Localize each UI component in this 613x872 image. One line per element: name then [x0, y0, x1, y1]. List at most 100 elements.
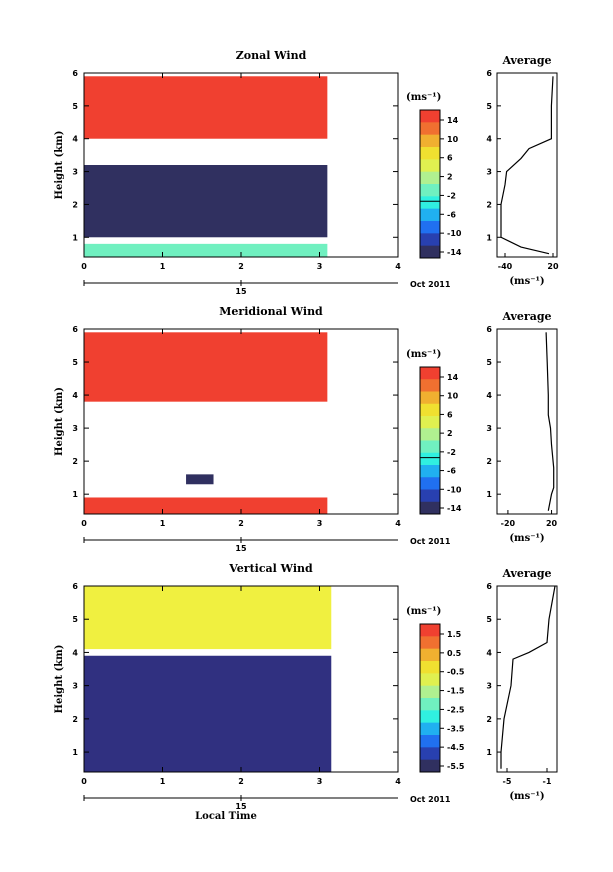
panel-1-field-layer-1: [84, 76, 328, 139]
panel-3-xtick-label-2: 2: [238, 777, 244, 786]
panel-2-colorbar-cell-4: [420, 403, 440, 417]
panel-2-title: Meridional Wind: [219, 305, 323, 318]
panel-1-average-ytick-label-1: 1: [486, 233, 492, 242]
panel-1-colorbar-cell-3: [420, 134, 440, 148]
panel-3-average-ytick-label-6: 6: [486, 582, 492, 591]
panel-3-colorbar-label-2: 0.5: [447, 649, 462, 658]
panel-3-xtick-label-1: 1: [160, 777, 166, 786]
panel-3-colorbar-cell-9: [420, 722, 440, 736]
panel-3-xtick-label-3: 3: [317, 777, 323, 786]
panel-1-date-tick-label: 15: [235, 287, 247, 296]
panel-1-average-ytick-label-4: 4: [486, 135, 492, 144]
panel-1-average-ytick-label-3: 3: [486, 168, 492, 177]
panel-2-colorbar-cell-7: [420, 440, 440, 454]
panel-3-colorbar-label-5: -2.5: [447, 705, 465, 714]
panel-2-average-ytick-label-2: 2: [486, 457, 492, 466]
panel-1-colorbar-label-4: 2: [447, 173, 453, 182]
panel-3-average-ytick-label-1: 1: [486, 748, 492, 757]
panel-2-colorbar-cell-12: [420, 501, 440, 515]
panel-3-xtick-label-0: 0: [81, 777, 87, 786]
panel-2-colorbar-cell-1: [420, 367, 440, 380]
panel-3-average-title: Average: [501, 567, 551, 580]
panel-1-average-xtick-label--40: -40: [498, 262, 513, 271]
panel-2-field-layer-1: [84, 332, 328, 402]
panel-3-colorbar-frame: [419, 623, 441, 773]
panel-1-ytick-label-3: 3: [72, 168, 78, 177]
panel-1-colorbar-frame: [419, 109, 441, 259]
panel-2-xtick-label-2: 2: [238, 519, 244, 528]
panel-2-xtick-label-4: 4: [395, 519, 401, 528]
panel-2-average-ytick-label-6: 6: [486, 325, 492, 334]
panel-1-ytick-label-6: 6: [72, 69, 78, 78]
panel-2-ytick-label-6: 6: [72, 325, 78, 334]
panel-1-colorbar-label-2: 10: [447, 135, 459, 144]
panel-3-average-xlabel: (ms⁻¹): [509, 791, 544, 802]
panel-3-average-xtick-label--1: -1: [543, 777, 552, 786]
panel-1-average-ytick-label-6: 6: [486, 69, 492, 78]
panel-2-colorbar-label-3: 6: [447, 410, 453, 419]
panel-3-colorbar-label-8: -5.5: [447, 762, 465, 771]
panel-3-colorbar-cell-7: [420, 698, 440, 711]
panel-2-colorbar-label-4: 2: [447, 429, 453, 438]
panel-1-colorbar-cell-8: [420, 196, 440, 210]
panel-1-colorbar-cell-7: [420, 184, 440, 197]
panel-3-average-profile: [500, 585, 556, 769]
panel-1-ytick-label-1: 1: [72, 233, 78, 242]
panel-2-colorbar-label-6: -6: [447, 467, 456, 476]
panel-3-ytick-label-2: 2: [72, 715, 78, 724]
panel-3-colorbar-label-4: -1.5: [447, 687, 465, 696]
panel-3-date-label: Oct 2011: [410, 795, 451, 804]
panel-2-xtick-label-0: 0: [81, 519, 87, 528]
panel-2-field-layer-3: [84, 497, 328, 514]
panel-3-xtick-label-4: 4: [395, 777, 401, 786]
panel-3-colorbar-label-6: -3.5: [447, 724, 465, 733]
panel-2-colorbar-label-2: 10: [447, 392, 459, 401]
panel-2-ylabel: Height (km): [54, 387, 65, 456]
panel-2-colorbar-cell-6: [420, 428, 440, 441]
panel-2-average-ytick-label-1: 1: [486, 490, 492, 499]
panel-2-xtick-label-3: 3: [317, 519, 323, 528]
panel-3-colorbar-label-1: 1.5: [447, 630, 462, 639]
panel-2-ytick-label-2: 2: [72, 457, 78, 466]
panel-3-title: Vertical Wind: [228, 562, 313, 575]
panel-3-colorbar-cell-6: [420, 685, 440, 699]
panel-1-colorbar-cell-4: [420, 147, 440, 160]
panel-1-colorbar-cell-5: [420, 159, 440, 173]
panel-2-colorbar-cell-8: [420, 452, 440, 466]
panel-3-xlabel: Local Time: [195, 811, 257, 822]
panel-2-colorbar-frame: [419, 366, 441, 515]
panel-2-colorbar-cell-3: [420, 391, 440, 405]
panel-1-average-profile: [500, 76, 554, 255]
panel-3-colorbar-cell-8: [420, 710, 440, 724]
panel-3-average-ytick-label-4: 4: [486, 648, 492, 657]
panel-3-colorbar-cell-10: [420, 735, 440, 748]
panel-3-colorbar-label-3: -0.5: [447, 668, 465, 677]
panel-2-average-xtick-label--20: -20: [501, 519, 516, 528]
panel-1-colorbar-cell-6: [420, 171, 440, 185]
panel-2-ytick-label-3: 3: [72, 424, 78, 433]
panel-3-ytick-label-4: 4: [72, 648, 78, 657]
panel-1-field-layer-3: [84, 243, 328, 257]
panel-2-average-xlabel: (ms⁻¹): [509, 533, 544, 544]
panel-3-average-ytick-label-2: 2: [486, 715, 492, 724]
panel-2-colorbar-cell-2: [420, 379, 440, 392]
panel-1-average-title: Average: [501, 54, 551, 67]
panel-1-average-xlabel: (ms⁻¹): [509, 276, 544, 287]
panel-1-average-xtick-label-20: 20: [547, 262, 559, 271]
panel-3-colorbar-label-7: -4.5: [447, 743, 465, 752]
panel-3-ylabel: Height (km): [54, 645, 65, 714]
panel-3-average-frame: [496, 585, 558, 773]
panel-3-field-layer-2: [84, 655, 332, 772]
panel-3-colorbar-unit: (ms⁻¹): [406, 606, 441, 617]
panel-2-date-label: Oct 2011: [410, 537, 451, 546]
panel-1-colorbar-label-1: 14: [447, 116, 459, 125]
panel-1-colorbar-cell-2: [420, 122, 440, 136]
panel-1-ylabel: Height (km): [54, 131, 65, 200]
panel-3-average-xtick-label--5: -5: [503, 777, 512, 786]
panel-1-colorbar-label-7: -10: [447, 229, 462, 238]
panel-2-average-profile: [545, 332, 555, 511]
panel-1-colorbar-label-8: -14: [447, 248, 462, 257]
panel-1-colorbar-cell-11: [420, 233, 440, 247]
panel-1-colorbar-cell-1: [420, 110, 440, 123]
